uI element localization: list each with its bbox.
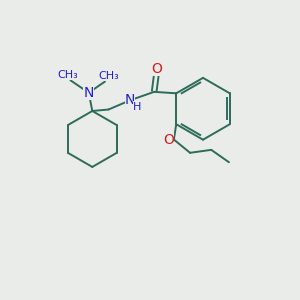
Text: N: N xyxy=(125,92,135,106)
Text: O: O xyxy=(151,61,162,76)
Text: CH₃: CH₃ xyxy=(57,70,78,80)
Text: CH₃: CH₃ xyxy=(98,71,119,81)
Text: H: H xyxy=(133,102,141,112)
Text: O: O xyxy=(163,133,174,146)
Text: N: N xyxy=(84,86,94,100)
